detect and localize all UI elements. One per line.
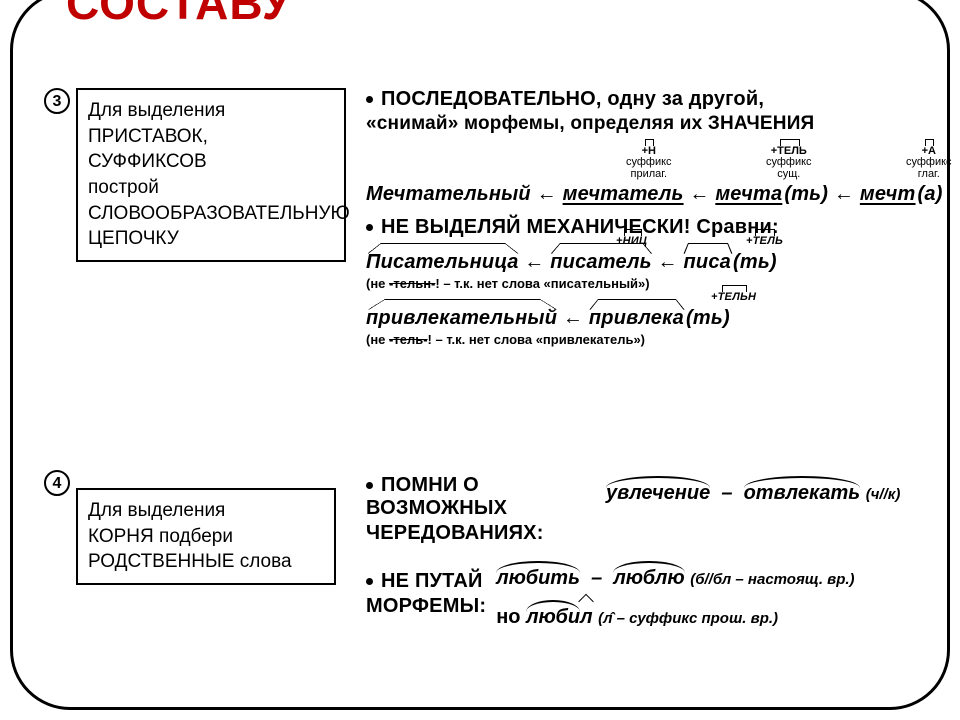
step-4-box: Для выделения КОРНЯ подбери РОДСТВЕННЫЕ … bbox=[76, 488, 336, 585]
step-3-number: 3 bbox=[44, 88, 70, 114]
suffix-n: +Н bbox=[642, 139, 656, 157]
suffix-tel: +ТЕЛЬ bbox=[771, 139, 807, 157]
step-3-box-text: Для выделения ПРИСТАВОК, СУФФИКСОВ постр… bbox=[88, 100, 350, 249]
suffix-legend: +Н суффикс прилаг. +ТЕЛЬ суффикс сущ. +А… bbox=[486, 139, 956, 173]
ex-lyubit: любить – люблю (б//бл – настоящ. вр.) bbox=[496, 559, 854, 590]
step-4-right: ПОМНИ О ВОЗМОЖНЫХ ЧЕРЕДОВАНИЯХ: увлечени… bbox=[366, 470, 956, 639]
chain-privlek: +ТЕЛЬН привлекательный ← привлека(ть) bbox=[366, 299, 956, 330]
step4-bullet1: ПОМНИ О ВОЗМОЖНЫХ bbox=[366, 474, 596, 520]
step4-bullet2: НЕ ПУТАЙ bbox=[366, 570, 486, 593]
step-3-right: ПОСЛЕДОВАТЕЛЬНО, одну за другой, «снимай… bbox=[366, 84, 956, 357]
note-privlek: (не -тель-! – т.к. нет слова «привлекате… bbox=[366, 332, 956, 347]
ex-lyubil: но любил (л̂ – суффикс прош. вр.) bbox=[496, 598, 854, 629]
note-pisatel: (не -тельн-! – т.к. нет слова «писательн… bbox=[366, 276, 956, 291]
step-4-box-text: Для выделения КОРНЯ подбери РОДСТВЕННЫЕ … bbox=[88, 500, 292, 572]
title-partial: СОСТАВУ bbox=[60, 0, 297, 26]
suffix-a: +А bbox=[922, 139, 936, 157]
ex-uvlechenie: увлечение – отвлекать (ч//к) bbox=[606, 470, 900, 505]
step3-bullet1b: «снимай» морфемы, определяя их ЗНАЧЕНИЯ bbox=[366, 113, 956, 135]
chain-pisatel: +НИЦ +ТЕЛЬ Писательница ← писатель ← пис… bbox=[366, 243, 956, 274]
step-3-box: Для выделения ПРИСТАВОК, СУФФИКСОВ постр… bbox=[76, 88, 346, 262]
step3-bullet1: ПОСЛЕДОВАТЕЛЬНО, одну за другой, bbox=[366, 88, 956, 111]
step-4-number: 4 bbox=[44, 470, 70, 496]
step3-bullet2: НЕ ВЫДЕЛЯЙ МЕХАНИЧЕСКИ! Сравни: bbox=[366, 216, 956, 239]
